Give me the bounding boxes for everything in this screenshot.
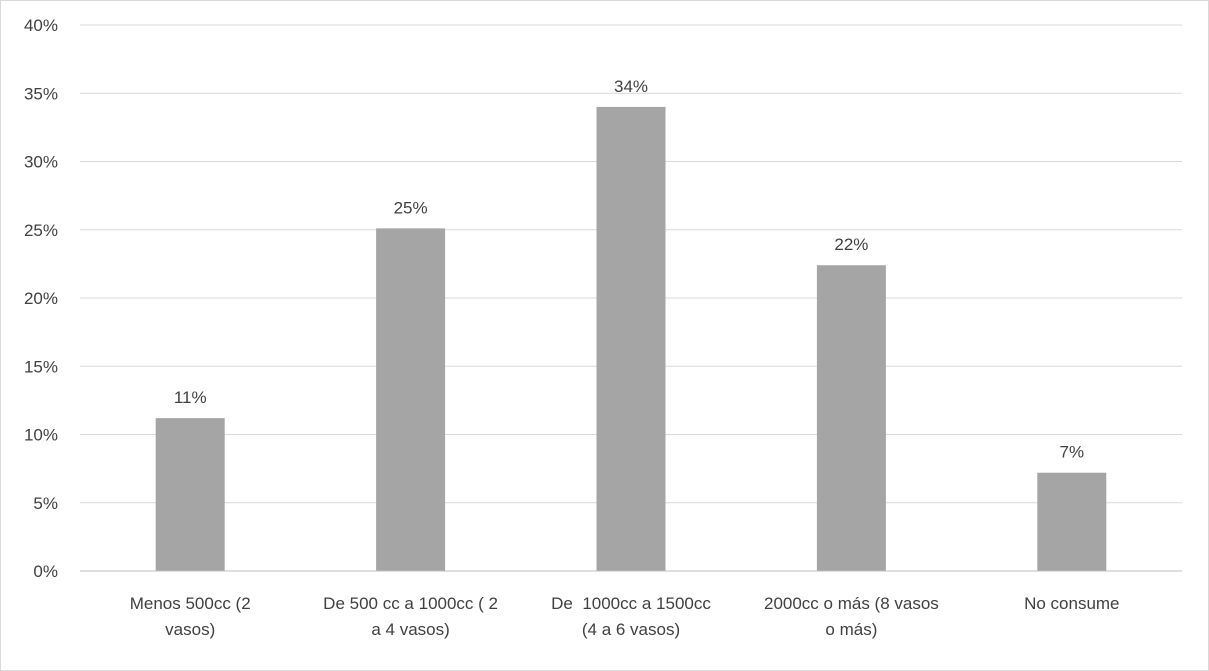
data-label: 7% [1060,443,1085,462]
bar [596,106,666,572]
x-axis-categories: Menos 500cc (2 vasos) De 500 cc a 1000cc (… [130,594,1120,639]
x-category-label: 2000cc o más (8 vasos [764,594,939,613]
data-label: 22% [834,235,868,254]
y-tick-label: 25% [24,221,58,240]
bars [155,106,1107,572]
x-category-label: Menos 500cc (2 [130,594,251,613]
x-category-label: vasos) [165,620,215,639]
y-axis-ticks: 0% 5% 10% 15% 20% 25% 30% 35% 40% [24,16,58,581]
y-tick-label: 40% [24,16,58,35]
bar [376,228,446,571]
data-label: 25% [394,198,428,217]
x-category-label: o más) [825,620,877,639]
data-labels: 11% 25% 34% 22% 7% [174,77,1084,462]
y-tick-label: 10% [24,426,58,445]
x-category-label: a 4 vasos) [371,620,449,639]
bar [816,265,886,571]
x-category-label: De 1000cc a 1500cc [551,594,711,613]
y-tick-label: 35% [24,84,58,103]
y-tick-label: 20% [24,289,58,308]
data-label: 11% [174,388,207,407]
y-tick-label: 0% [33,562,58,581]
y-tick-label: 15% [24,357,58,376]
x-category-label: De 500 cc a 1000cc ( 2 [323,594,498,613]
bar [155,418,225,571]
bar [1037,472,1107,571]
x-category-label: No consume [1024,594,1119,613]
data-label: 34% [614,77,648,96]
y-tick-label: 30% [24,153,58,172]
x-category-label: (4 a 6 vasos) [582,620,680,639]
y-tick-label: 5% [33,494,58,513]
